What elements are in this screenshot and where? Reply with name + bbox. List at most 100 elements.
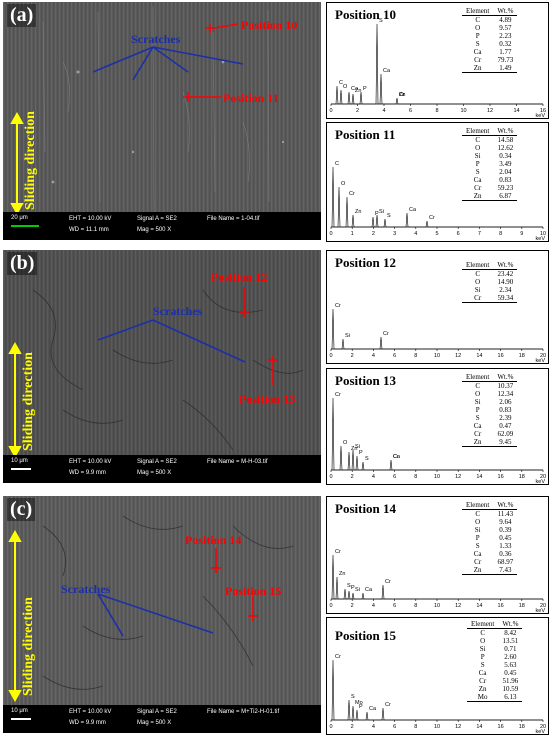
eds-wt: 0.39 — [499, 526, 512, 534]
sem-overlay-a — [10, 6, 285, 216]
tick-label: 7 — [478, 231, 481, 237]
eds-wt: 4.89 — [499, 16, 512, 24]
eds-wt: 1.77 — [499, 48, 512, 56]
eds-wt: 59.34 — [493, 294, 518, 303]
tick-label: 2 — [372, 231, 375, 237]
eds-wt: 13.51 — [502, 637, 519, 645]
tick-label: 8 — [414, 353, 417, 359]
tick-label: 0 — [329, 231, 332, 237]
peak-label: O — [341, 181, 346, 187]
peak-label: P — [359, 450, 363, 456]
peak-label: Cr — [399, 92, 405, 98]
spectrum-trace — [331, 397, 543, 471]
tick-label: 4 — [372, 603, 375, 609]
scratches-label-b: Scratches — [153, 304, 203, 318]
peak-label: Ca — [393, 454, 401, 460]
peak-label: Cr — [385, 702, 391, 708]
tick-label: 4 — [414, 231, 417, 237]
position-10-label: Position 10 — [241, 18, 298, 32]
tick-label: 8 — [499, 231, 502, 237]
peak-label: Cr — [393, 454, 399, 460]
sem-infobar-a: 20 μm EHT = 10.00 kV WD = 11.1 mm Signal… — [3, 212, 321, 240]
peak-label: Ca — [351, 86, 359, 92]
position-13-label: Position 13 — [239, 392, 296, 406]
peak-label: Zn — [355, 209, 361, 215]
eds-title: Position 12 — [335, 255, 397, 270]
tick-label: 10 — [434, 353, 440, 359]
panel-label-a: (a) — [7, 4, 37, 27]
eds-el: Cr — [474, 56, 482, 64]
tick-label: 12 — [487, 108, 493, 114]
tick-label: 4 — [372, 353, 375, 359]
peak-label: Cr — [335, 303, 341, 309]
eds-table: Element Wt.% C 14.58 O 12.62 Si 0.34 P 3.49 S… — [462, 127, 518, 201]
tick-label: 3 — [393, 231, 396, 237]
tick-label: 0 — [329, 724, 332, 730]
eds-el: P — [475, 406, 480, 414]
tick-label: 12 — [455, 724, 461, 730]
eds-el: P — [480, 653, 485, 661]
scale-label: 10 μm — [11, 708, 28, 714]
tick-label: 10 — [434, 724, 440, 730]
eds-head-element: Element — [467, 620, 499, 629]
eds-el: S — [475, 40, 480, 48]
tick-label: 8 — [414, 474, 417, 480]
eds-panel-14: Position 14 0 2 4 6 8 10 12 14 16 18 20 keV Cr Zn S P Si… — [326, 496, 549, 614]
eds-wt: 0.45 — [504, 669, 517, 677]
eds-title: Position 13 — [335, 373, 397, 388]
eds-wt: 14.90 — [497, 278, 514, 286]
tick-label: 14 — [476, 353, 482, 359]
peak-label: Mo — [355, 700, 363, 706]
tick-label: 6 — [393, 724, 396, 730]
eds-table: Element Wt.% C 23.42 O 14.90 Si 2.34 Cr 59.34 — [462, 261, 518, 303]
eds-head-wt: Wt.% — [498, 620, 523, 629]
unit-label: keV — [536, 358, 546, 363]
eds-el: Cr — [474, 430, 482, 438]
tick-label: 20 — [540, 603, 546, 609]
unit-label: keV — [536, 729, 546, 734]
peak-label: Si — [355, 587, 360, 593]
eds-el: C — [475, 382, 480, 390]
eds-el: Ca — [478, 669, 487, 677]
peak-label: Cr — [335, 549, 341, 555]
mag-value: Mag = 500 X — [137, 227, 172, 233]
tick-label: 5 — [435, 231, 438, 237]
unit-label: keV — [536, 113, 546, 118]
eds-el: Zn — [462, 566, 494, 575]
peak-label: Cr — [399, 92, 405, 98]
peak-label: P — [351, 585, 355, 591]
peak-label: Si — [379, 209, 384, 215]
unit-label: keV — [536, 236, 546, 241]
peak-label: Si — [345, 333, 350, 339]
scratches-label-c: Scratches — [61, 582, 111, 596]
unit-label: keV — [536, 479, 546, 484]
eds-wt: 23.42 — [497, 270, 514, 278]
eds-panel-12: Position 12 0 2 4 6 8 10 12 14 16 18 20 keV Cr Si Cr E… — [326, 250, 549, 364]
tick-label: 16 — [498, 474, 504, 480]
file-name: File Name = M+Ti2-H-01.tif — [207, 709, 280, 715]
eds-title: Position 11 — [335, 127, 396, 142]
sem-image-b: (b) Scratches Position 12 Position 13 Sl… — [3, 250, 321, 483]
position-12-label: Position 12 — [211, 270, 268, 284]
eds-wt: 8.42 — [504, 629, 517, 637]
eds-el: Si — [479, 645, 486, 653]
wd-value: WD = 11.1 mm — [69, 227, 109, 233]
tick-label: 18 — [519, 353, 525, 359]
scale-bar — [11, 468, 31, 470]
eds-el: O — [475, 24, 481, 32]
eds-wt: 12.34 — [497, 390, 514, 398]
peak-label: Zn — [339, 571, 345, 577]
tick-label: 2 — [351, 724, 354, 730]
sem-image-a: (a) Scratches Position 10 Position 11 Sl… — [3, 2, 321, 240]
eds-wt: 6.13 — [498, 693, 523, 702]
eds-el: Cr — [474, 558, 482, 566]
mag-value: Mag = 500 X — [137, 470, 172, 476]
eds-el: Si — [474, 526, 481, 534]
signal-value: Signal A = SE2 — [137, 216, 177, 222]
eds-el: O — [475, 518, 481, 526]
peak-label: Cr — [385, 579, 391, 585]
peak-label: Cr — [349, 191, 355, 197]
tick-label: 9 — [520, 231, 523, 237]
eds-el: Ca — [473, 550, 482, 558]
